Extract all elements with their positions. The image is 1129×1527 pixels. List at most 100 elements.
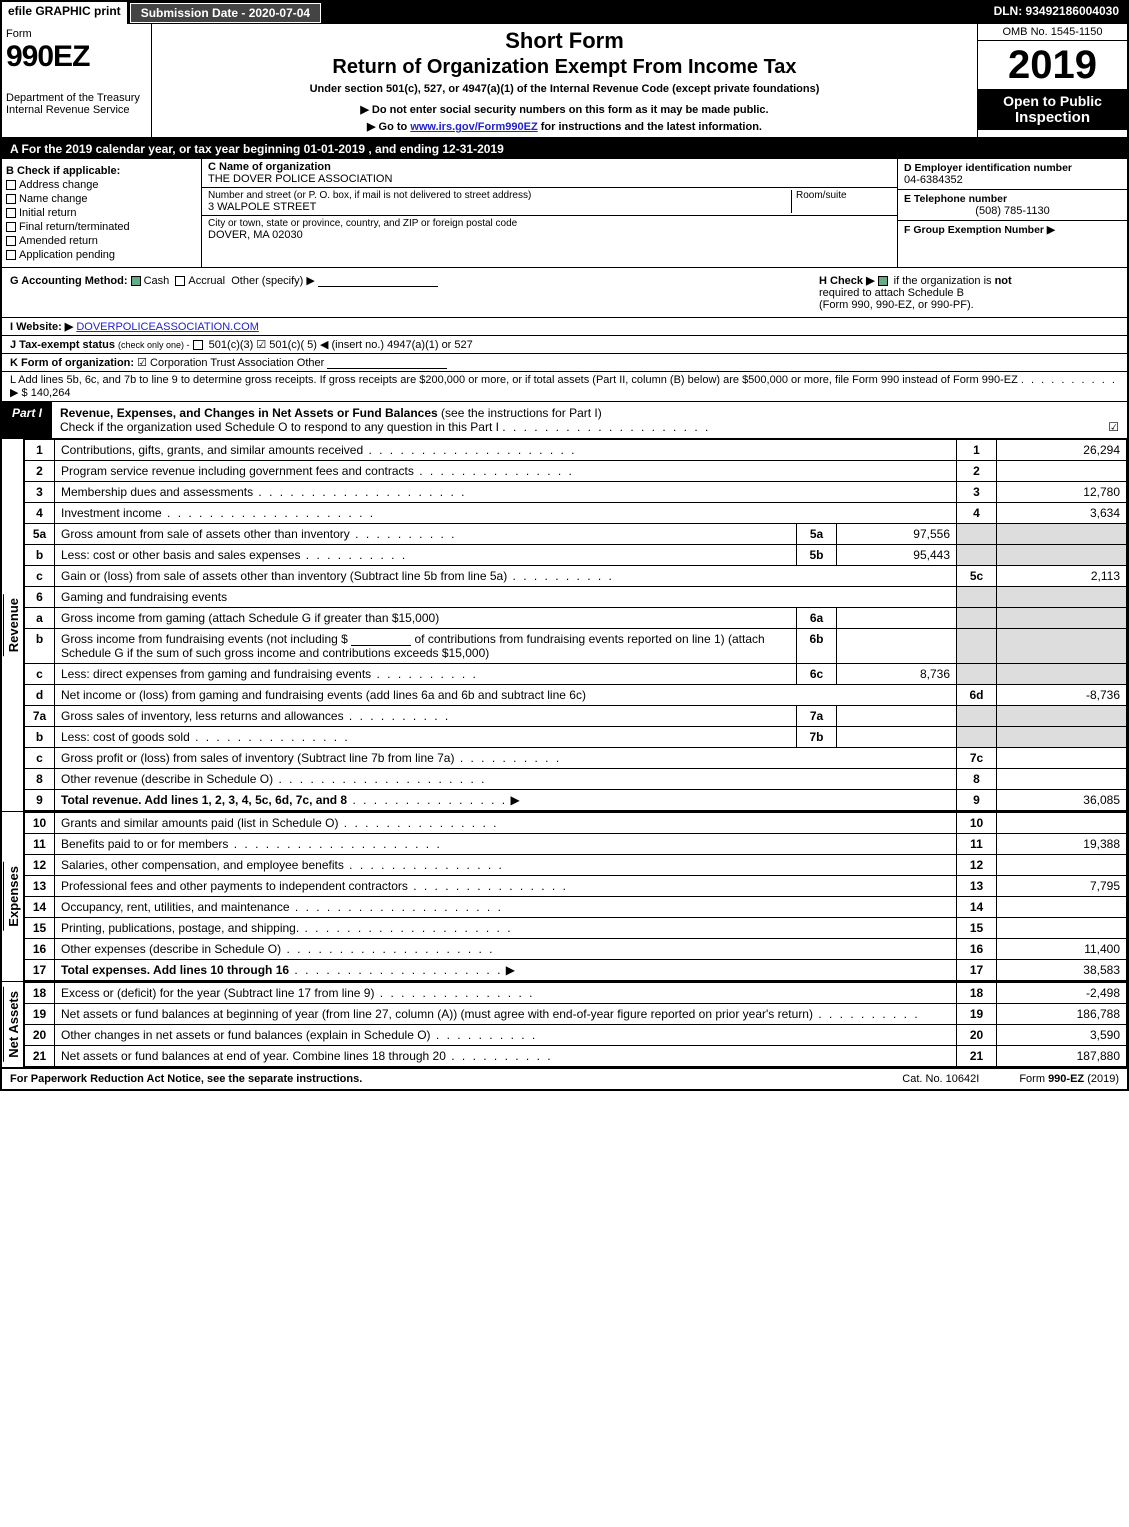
box-h: H Check ▶ if the organization is not req… xyxy=(809,274,1119,311)
box-f: F Group Exemption Number ▶ xyxy=(898,221,1127,239)
line-6c: c Less: direct expenses from gaming and … xyxy=(25,664,1127,685)
l-amount: $ 140,264 xyxy=(22,387,71,399)
g-accrual-check[interactable] xyxy=(175,276,185,286)
c-room-label: Room/suite xyxy=(796,190,891,201)
h-check[interactable] xyxy=(878,276,888,286)
line-3: 3 Membership dues and assessments 3 12,7… xyxy=(25,482,1127,503)
footer-form: Form 990-EZ (2019) xyxy=(1019,1073,1119,1085)
f-label: F Group Exemption Number ▶ xyxy=(904,224,1121,236)
h-not: not xyxy=(995,275,1012,287)
line-19: 19 Net assets or fund balances at beginn… xyxy=(25,1004,1127,1025)
dln: DLN: 93492186004030 xyxy=(986,2,1127,24)
netassets-table: 18 Excess or (deficit) for the year (Sub… xyxy=(24,982,1127,1067)
line-20: 20 Other changes in net assets or fund b… xyxy=(25,1025,1127,1046)
line-7b: b Less: cost of goods sold 7b xyxy=(25,727,1127,748)
line-7c: c Gross profit or (loss) from sales of i… xyxy=(25,748,1127,769)
org-name: THE DOVER POLICE ASSOCIATION xyxy=(208,173,891,185)
part-1-checked[interactable]: ☑ xyxy=(1108,420,1119,434)
expenses-table: 10 Grants and similar amounts paid (list… xyxy=(24,812,1127,981)
opt-initial-return[interactable]: Initial return xyxy=(6,207,197,219)
i-label: I Website: ▶ xyxy=(10,321,73,333)
g-accrual: Accrual xyxy=(188,275,225,287)
title-short: Short Form xyxy=(156,28,973,54)
opt-name-change[interactable]: Name change xyxy=(6,193,197,205)
netassets-section: Net Assets 18 Excess or (deficit) for th… xyxy=(2,981,1127,1067)
box-k: K Form of organization: ☑ Corporation Tr… xyxy=(2,353,1127,371)
part-1-title-block: Revenue, Expenses, and Changes in Net As… xyxy=(52,402,1127,438)
website[interactable]: DOVERPOLICEASSOCIATION.COM xyxy=(76,321,259,333)
line-12: 12 Salaries, other compensation, and emp… xyxy=(25,855,1127,876)
inst2-prefix: ▶ Go to xyxy=(367,121,410,133)
j-note: (check only one) - xyxy=(118,340,190,350)
line-13: 13 Professional fees and other payments … xyxy=(25,876,1127,897)
c-name-label: C Name of organization xyxy=(208,161,891,173)
h-text2: required to attach Schedule B xyxy=(819,287,964,299)
line-18: 18 Excess or (deficit) for the year (Sub… xyxy=(25,983,1127,1004)
header: Form 990EZ Department of the Treasury In… xyxy=(2,24,1127,139)
g-other: Other (specify) ▶ xyxy=(231,275,315,287)
expenses-side-label: Expenses xyxy=(2,812,24,981)
org-street: 3 WALPOLE STREET xyxy=(208,201,791,213)
dept-treasury: Department of the Treasury xyxy=(6,92,147,104)
line-6b: b Gross income from fundraising events (… xyxy=(25,629,1127,664)
irs-line: Internal Revenue Service xyxy=(6,104,147,116)
efile-print[interactable]: efile GRAPHIC print xyxy=(2,2,129,24)
part-1-check-line: Check if the organization used Schedule … xyxy=(60,420,499,434)
c-city-label: City or town, state or province, country… xyxy=(208,218,891,229)
g-label: G Accounting Method: xyxy=(10,275,128,287)
line-17: 17 Total expenses. Add lines 10 through … xyxy=(25,960,1127,981)
inspection: Inspection xyxy=(982,109,1123,126)
inspection-box: Open to Public Inspection xyxy=(978,89,1127,130)
submission-date: Submission Date - 2020-07-04 xyxy=(130,3,321,23)
line-21: 21 Net assets or fund balances at end of… xyxy=(25,1046,1127,1067)
box-c: C Name of organization THE DOVER POLICE … xyxy=(202,159,897,267)
open-to-public: Open to Public xyxy=(982,93,1123,109)
opt-amended-return[interactable]: Amended return xyxy=(6,235,197,247)
section-gh: G Accounting Method: Cash Accrual Other … xyxy=(2,268,1127,317)
header-left: Form 990EZ Department of the Treasury In… xyxy=(2,24,152,137)
ein: 04-6384352 xyxy=(904,174,1121,186)
box-b: B Check if applicable: Address change Na… xyxy=(2,159,202,267)
line-4: 4 Investment income 4 3,634 xyxy=(25,503,1127,524)
box-b-label: B Check if applicable: xyxy=(6,165,197,177)
subtitle: Under section 501(c), 527, or 4947(a)(1)… xyxy=(156,83,973,95)
box-l: L Add lines 5b, 6c, and 7b to line 9 to … xyxy=(2,371,1127,401)
line-6a: a Gross income from gaming (attach Sched… xyxy=(25,608,1127,629)
form-number: 990EZ xyxy=(6,40,147,74)
g-cash: Cash xyxy=(144,275,170,287)
j-opts: 501(c)(3) ☑ 501(c)( 5) ◀ (insert no.) 49… xyxy=(209,339,473,351)
revenue-side-label: Revenue xyxy=(2,439,24,811)
j-label: J Tax-exempt status xyxy=(10,339,115,351)
footer-cat: Cat. No. 10642I xyxy=(862,1073,1019,1085)
netassets-side-label: Net Assets xyxy=(2,982,24,1067)
g-other-blank[interactable] xyxy=(318,275,438,287)
c-street-label: Number and street (or P. O. box, if mail… xyxy=(208,190,791,201)
part-1-tab: Part I xyxy=(2,402,52,438)
revenue-table: 1 Contributions, gifts, grants, and simi… xyxy=(24,439,1127,811)
opt-address-change[interactable]: Address change xyxy=(6,179,197,191)
revenue-section: Revenue 1 Contributions, gifts, grants, … xyxy=(2,438,1127,811)
e-label: E Telephone number xyxy=(904,193,1121,205)
form-page: efile GRAPHIC print Submission Date - 20… xyxy=(0,0,1129,1091)
line-15: 15 Printing, publications, postage, and … xyxy=(25,918,1127,939)
line-10: 10 Grants and similar amounts paid (list… xyxy=(25,813,1127,834)
box-def: D Employer identification number 04-6384… xyxy=(897,159,1127,267)
g-cash-check[interactable] xyxy=(131,276,141,286)
line-6d: d Net income or (loss) from gaming and f… xyxy=(25,685,1127,706)
irs-link[interactable]: www.irs.gov/Form990EZ xyxy=(410,121,537,133)
opt-application-pending[interactable]: Application pending xyxy=(6,249,197,261)
footer-paperwork: For Paperwork Reduction Act Notice, see … xyxy=(10,1073,862,1085)
j-501c3[interactable] xyxy=(193,340,203,350)
box-e: E Telephone number (508) 785-1130 xyxy=(898,190,1127,221)
l-text: L Add lines 5b, 6c, and 7b to line 9 to … xyxy=(10,374,1018,386)
expenses-section: Expenses 10 Grants and similar amounts p… xyxy=(2,811,1127,981)
opt-final-return[interactable]: Final return/terminated xyxy=(6,221,197,233)
h-text3: (Form 990, 990-EZ, or 990-PF). xyxy=(819,299,974,311)
line-11: 11 Benefits paid to or for members 11 19… xyxy=(25,834,1127,855)
header-right: OMB No. 1545-1150 2019 Open to Public In… xyxy=(977,24,1127,137)
org-city: DOVER, MA 02030 xyxy=(208,229,891,241)
line-8: 8 Other revenue (describe in Schedule O)… xyxy=(25,769,1127,790)
line-14: 14 Occupancy, rent, utilities, and maint… xyxy=(25,897,1127,918)
k-other-blank[interactable] xyxy=(327,357,447,369)
line-9: 9 Total revenue. Add lines 1, 2, 3, 4, 5… xyxy=(25,790,1127,811)
